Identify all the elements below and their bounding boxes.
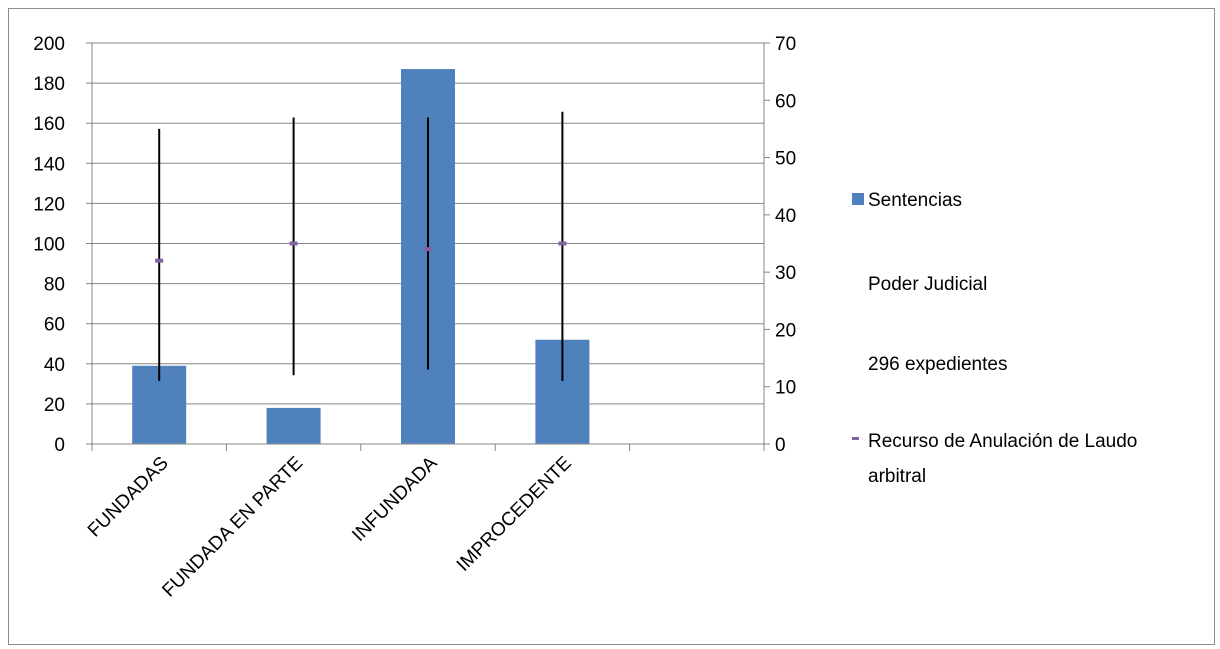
legend-label-line: Recurso de Anulación de Laudo xyxy=(868,431,1137,452)
left-tick-label: 180 xyxy=(33,74,65,95)
left-tick-labels: 0 20 40 60 80 100 120 140 160 180 200 xyxy=(33,34,65,456)
right-tick-label: 40 xyxy=(775,206,796,227)
left-tick-label: 20 xyxy=(44,395,65,416)
right-tick-labels: 0 10 20 30 40 50 60 70 xyxy=(775,34,796,456)
left-tick-label: 120 xyxy=(33,194,65,215)
legend-label-recurso: Recurso de Anulación de Laudo arbitral xyxy=(868,431,1137,487)
high-low-series xyxy=(155,111,567,381)
chart-border xyxy=(8,8,1215,645)
legend: Sentencias Poder Judicial 296 expediente… xyxy=(852,190,1137,487)
left-tick-label: 60 xyxy=(44,315,65,336)
right-tick-label: 0 xyxy=(775,435,786,456)
legend-label-expedientes: 296 expedientes xyxy=(868,354,1007,375)
axes xyxy=(86,42,770,451)
left-tick-label: 100 xyxy=(33,235,65,256)
close-marker xyxy=(155,258,164,263)
left-tick-label: 140 xyxy=(33,154,65,175)
right-tick-label: 70 xyxy=(775,34,796,55)
bar-fundada-en-parte xyxy=(266,407,321,444)
legend-label-poder-judicial: Poder Judicial xyxy=(868,274,987,295)
legend-marker-sentencias xyxy=(852,193,864,205)
close-marker xyxy=(424,247,432,252)
left-tick-label: 80 xyxy=(44,275,65,296)
legend-label-sentencias: Sentencias xyxy=(868,190,962,211)
right-tick-label: 60 xyxy=(775,91,796,112)
left-tick-label: 0 xyxy=(54,435,65,456)
left-tick-label: 200 xyxy=(33,34,65,55)
left-tick-label: 40 xyxy=(44,355,65,376)
close-marker xyxy=(558,241,567,246)
legend-label-line: arbitral xyxy=(868,466,926,487)
left-tick-label: 160 xyxy=(33,114,65,135)
close-marker xyxy=(289,241,298,246)
right-tick-label: 10 xyxy=(775,378,796,399)
right-tick-label: 30 xyxy=(775,263,796,284)
right-tick-label: 20 xyxy=(775,320,796,341)
legend-marker-recurso xyxy=(852,437,859,440)
right-tick-label: 50 xyxy=(775,149,796,170)
